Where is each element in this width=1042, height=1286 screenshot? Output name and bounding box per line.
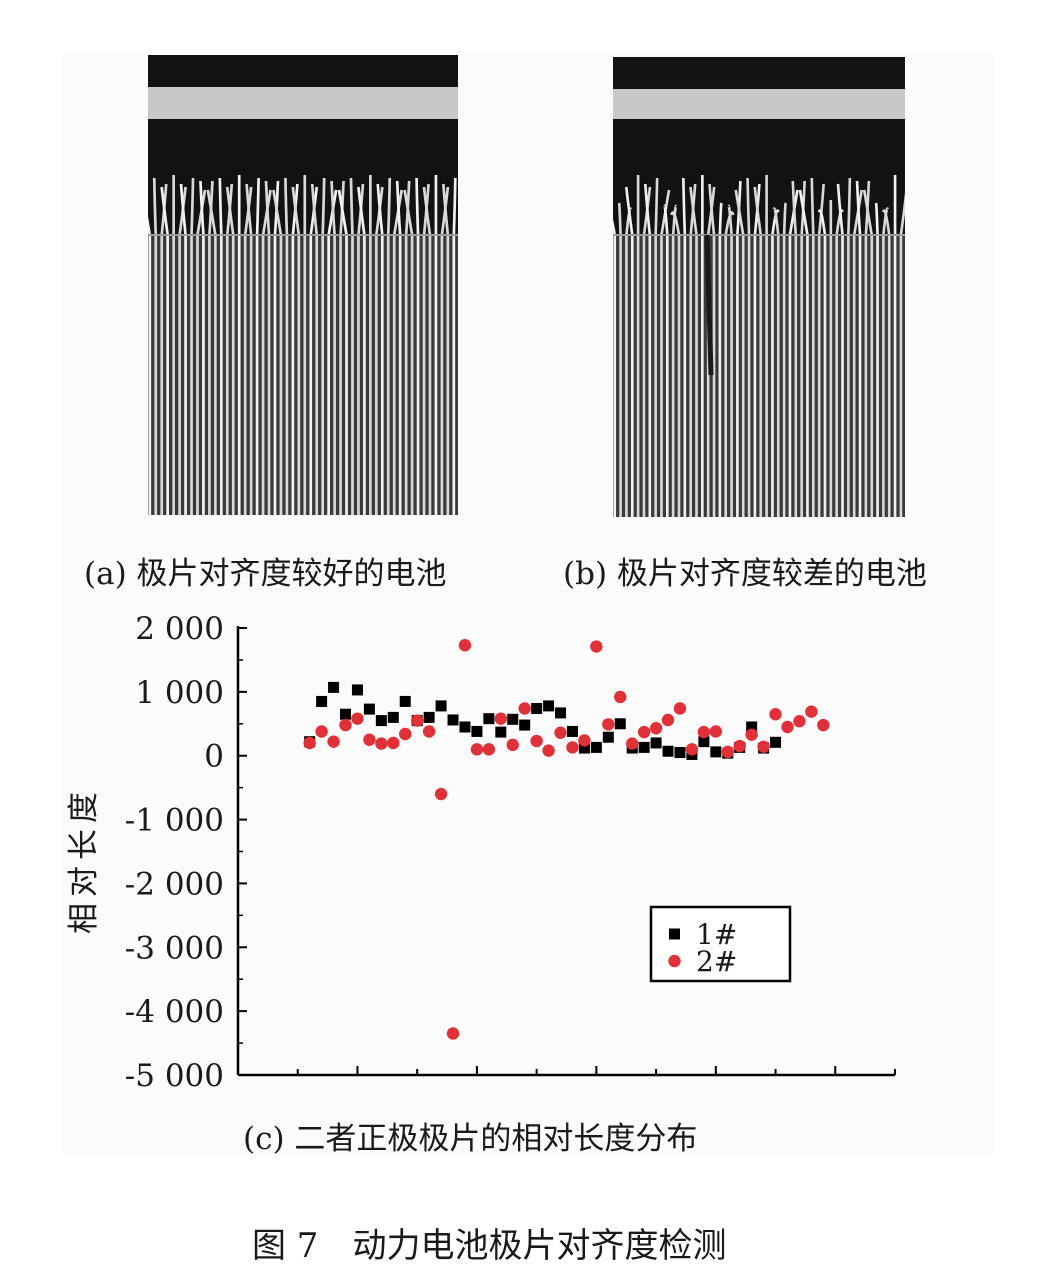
xray-image-poor-alignment	[613, 57, 905, 517]
data-point-1#	[698, 736, 710, 748]
y-tick-label: 1 000	[135, 675, 224, 711]
data-point-2#	[566, 741, 579, 754]
data-point-2#	[661, 713, 675, 727]
y-tick-label: -3 000	[125, 930, 224, 966]
data-point-1#	[543, 700, 555, 712]
data-point-1#	[602, 731, 614, 743]
data-point-1#	[566, 725, 578, 737]
data-point-1#	[423, 711, 435, 723]
data-point-1#	[507, 713, 519, 725]
data-point-2#	[518, 702, 531, 715]
data-point-1#	[638, 741, 650, 753]
data-point-2#	[494, 712, 507, 725]
data-point-2#	[805, 705, 818, 718]
data-point-2#	[303, 736, 316, 750]
data-point-2#	[590, 640, 603, 653]
data-point-2#	[410, 714, 424, 727]
y-tick-label: 2 000	[135, 611, 224, 647]
data-point-2#	[721, 745, 734, 759]
data-point-2#	[458, 639, 472, 652]
caption-a: (a) 极片对齐度较好的电池	[84, 556, 447, 592]
y-tick-label: 0	[204, 739, 224, 775]
data-point-1#	[471, 725, 483, 737]
data-point-1#	[363, 703, 375, 715]
data-point-2#	[709, 725, 723, 738]
data-point-1#	[770, 736, 782, 748]
legend: 1#2#	[649, 905, 792, 983]
data-point-2#	[781, 720, 794, 734]
data-point-2#	[602, 718, 615, 731]
legend-marker	[669, 928, 680, 940]
data-point-2#	[578, 734, 591, 747]
data-point-2#	[434, 787, 448, 801]
legend-label: 2#	[696, 945, 737, 978]
data-point-2#	[817, 718, 830, 732]
y-tick-label: -2 000	[125, 866, 224, 902]
data-point-2#	[614, 690, 627, 704]
data-point-1#	[519, 719, 531, 731]
data-point-1#	[328, 681, 340, 693]
data-point-1#	[495, 726, 507, 738]
data-point-1#	[375, 715, 387, 727]
data-point-2#	[375, 737, 388, 750]
legend-label: 1#	[696, 918, 737, 951]
data-point-2#	[757, 740, 770, 753]
data-point-2#	[637, 725, 651, 739]
data-point-2#	[769, 708, 782, 721]
data-point-2#	[506, 738, 519, 752]
figure-title: 图 7 动力电池极片对齐度检测	[252, 1226, 727, 1266]
data-point-2#	[649, 722, 663, 735]
data-point-2#	[351, 712, 364, 725]
data-point-2#	[339, 718, 352, 732]
data-point-1#	[555, 707, 567, 719]
data-point-1#	[590, 741, 602, 753]
data-point-1#	[674, 747, 686, 759]
data-point-1#	[351, 684, 363, 696]
caption-b: (b) 极片对齐度较差的电池	[563, 556, 927, 592]
data-point-1#	[531, 702, 543, 714]
y-tick-label: -5 000	[125, 1058, 224, 1094]
data-point-2#	[327, 735, 340, 748]
y-axis-label: 相对长度	[66, 786, 102, 934]
data-point-2#	[626, 737, 639, 750]
data-point-2#	[399, 727, 412, 741]
data-point-2#	[363, 733, 376, 746]
data-point-2#	[387, 736, 400, 750]
data-point-1#	[387, 711, 399, 723]
data-point-1#	[650, 737, 662, 749]
data-point-2#	[554, 726, 567, 739]
data-point-2#	[733, 739, 746, 753]
data-point-2#	[697, 725, 711, 739]
data-point-2#	[685, 743, 699, 756]
data-point-1#	[435, 700, 447, 712]
data-point-2#	[422, 725, 436, 738]
data-point-2#	[530, 734, 543, 748]
data-point-2#	[482, 743, 496, 756]
xray-image-good-alignment	[148, 55, 458, 515]
data-point-1#	[340, 708, 352, 720]
data-point-2#	[542, 744, 555, 757]
data-point-2#	[793, 715, 806, 728]
data-point-1#	[447, 714, 459, 726]
data-point-1#	[483, 713, 495, 725]
data-point-1#	[459, 721, 471, 733]
data-point-1#	[578, 742, 590, 754]
data-point-1#	[746, 721, 758, 733]
y-tick-label: -4 000	[125, 994, 224, 1030]
caption-c: (c) 二者正极极片的相对长度分布	[243, 1121, 698, 1157]
legend-marker	[668, 954, 681, 968]
data-point-1#	[316, 695, 328, 707]
data-point-2#	[315, 725, 328, 738]
data-point-1#	[399, 695, 411, 707]
data-point-2#	[470, 743, 484, 756]
data-point-1#	[710, 746, 722, 758]
data-point-2#	[446, 1027, 460, 1040]
data-point-1#	[662, 745, 674, 757]
data-point-1#	[614, 718, 626, 730]
data-point-2#	[673, 702, 687, 715]
data-point-2#	[745, 728, 758, 741]
y-tick-label: -1 000	[125, 803, 224, 839]
